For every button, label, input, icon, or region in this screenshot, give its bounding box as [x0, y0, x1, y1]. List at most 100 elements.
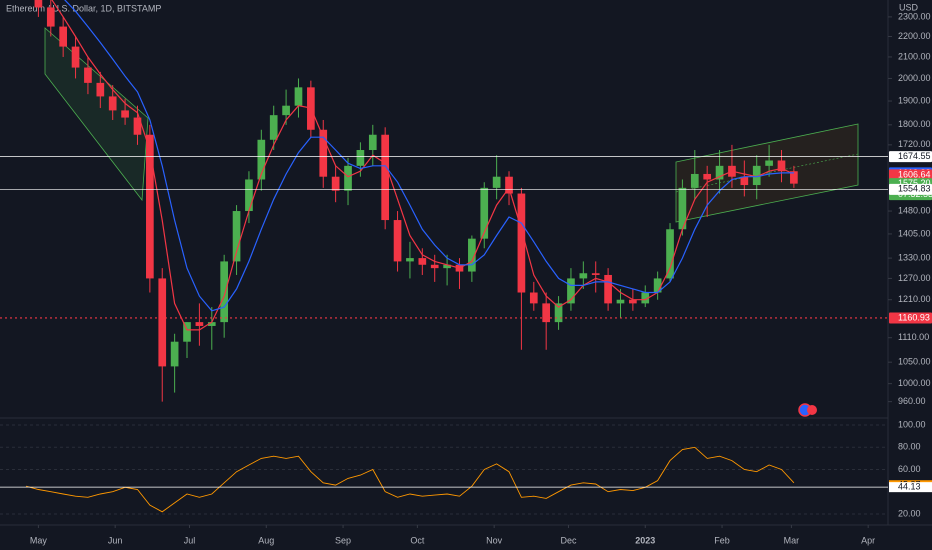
candle-body — [158, 278, 167, 367]
price-label: 1575.20 — [898, 178, 931, 188]
x-tick-label: May — [30, 535, 48, 545]
y-tick-label: 1210.00 — [898, 294, 931, 304]
candle-body — [492, 176, 501, 188]
price-label-box — [889, 169, 932, 181]
candle-body — [195, 322, 204, 326]
channel-mid — [675, 153, 859, 193]
x-tick-label: Jun — [108, 535, 123, 545]
y-tick-label: 960.00 — [898, 396, 926, 406]
candle-body — [790, 171, 798, 184]
candle-body — [604, 274, 612, 304]
currency: USD — [899, 2, 919, 12]
rsi-tick-label: 60.00 — [898, 464, 921, 474]
candle-body — [146, 134, 154, 279]
moving-average — [51, 0, 795, 331]
candle-body — [331, 176, 340, 191]
candle-body — [257, 139, 266, 180]
candle-body — [319, 129, 328, 177]
chart-title: Ethereum / U.S. Dollar, 1D, BITSTAMP — [6, 3, 161, 13]
candle-body — [418, 258, 427, 265]
candle-body — [641, 292, 650, 304]
y-tick-label: 2200.00 — [898, 31, 931, 41]
candle-body — [517, 193, 526, 293]
candle-body — [480, 187, 489, 239]
y-tick-label: 1405.00 — [898, 228, 931, 238]
candle-body — [245, 179, 253, 212]
price-label-box — [889, 151, 932, 163]
candle-body — [121, 110, 129, 118]
rsi-tick-label: 100.00 — [898, 419, 926, 429]
price-label: 1160.93 — [898, 312, 930, 322]
y-tick-label: 1800.00 — [898, 119, 931, 129]
rsi-line — [25, 446, 795, 513]
candle-body — [443, 264, 451, 269]
y-tick-label: 1330.00 — [898, 252, 931, 262]
candle-body — [529, 292, 538, 304]
candle-body — [468, 238, 476, 272]
candle-body — [715, 165, 724, 180]
candle-body — [505, 176, 513, 194]
y-tick-label: 2300.00 — [898, 11, 931, 21]
candle-body — [269, 115, 278, 140]
candle-body — [678, 187, 687, 230]
candle-body — [752, 165, 761, 186]
candle-body — [34, 0, 43, 8]
candle-body — [666, 229, 674, 279]
price-label: 1606.64 — [898, 169, 931, 179]
candle-body — [381, 134, 390, 221]
y-tick-label: 2000.00 — [898, 73, 931, 83]
x-tick-label: Dec — [560, 535, 577, 545]
moving-average — [64, 0, 794, 312]
candle-body — [393, 220, 402, 262]
price-label-box — [889, 312, 932, 324]
candle-body — [430, 264, 439, 269]
x-tick-label: Jul — [184, 535, 196, 545]
candle-body — [703, 173, 712, 180]
x-tick-label: Apr — [861, 535, 875, 545]
candle-body — [356, 150, 365, 166]
y-tick-label: 1900.00 — [898, 95, 931, 105]
candle-body — [616, 299, 625, 304]
candle-body — [96, 82, 105, 97]
y-tick-label: 2100.00 — [898, 51, 931, 61]
x-tick-label: Mar — [784, 535, 800, 545]
price-label-box — [889, 183, 932, 195]
y-tick-label: 1270.00 — [898, 273, 931, 283]
candle-body — [765, 160, 773, 166]
candle-body — [542, 303, 551, 323]
candle-body — [567, 278, 575, 304]
rsi-label-box — [889, 482, 932, 493]
y-tick-label: 1110.00 — [898, 332, 929, 342]
rsi-tick-label: 20.00 — [898, 508, 921, 518]
candle-body — [71, 46, 80, 68]
x-tick-label: 2023 — [635, 535, 655, 545]
price-label: 1674.55 — [898, 151, 931, 161]
candle-body — [344, 165, 352, 191]
candle-body — [690, 173, 699, 188]
y-tick-label: 1050.00 — [898, 357, 931, 367]
candle-body — [653, 278, 662, 293]
candle-body — [84, 67, 92, 83]
candle-body — [554, 303, 563, 323]
candle-body — [207, 322, 216, 326]
x-tick-label: Aug — [258, 535, 274, 545]
x-tick-label: Sep — [335, 535, 351, 545]
candle-body — [59, 26, 68, 47]
flag-icon — [798, 403, 817, 417]
price-label: 1554.83 — [898, 184, 931, 194]
candle-body — [579, 273, 588, 279]
candle-body — [368, 134, 377, 151]
x-tick-label: Oct — [410, 535, 425, 545]
y-tick-label: 1720.00 — [898, 139, 931, 149]
candle-body — [133, 117, 142, 135]
rsi-label: 44.13 — [898, 482, 921, 492]
candle-body — [108, 96, 117, 111]
candle-body — [183, 322, 191, 342]
candle-body — [294, 87, 303, 106]
candle-body — [232, 211, 241, 262]
candle-body — [170, 341, 179, 367]
x-tick-label: Feb — [714, 535, 730, 545]
candle-body — [406, 258, 414, 262]
